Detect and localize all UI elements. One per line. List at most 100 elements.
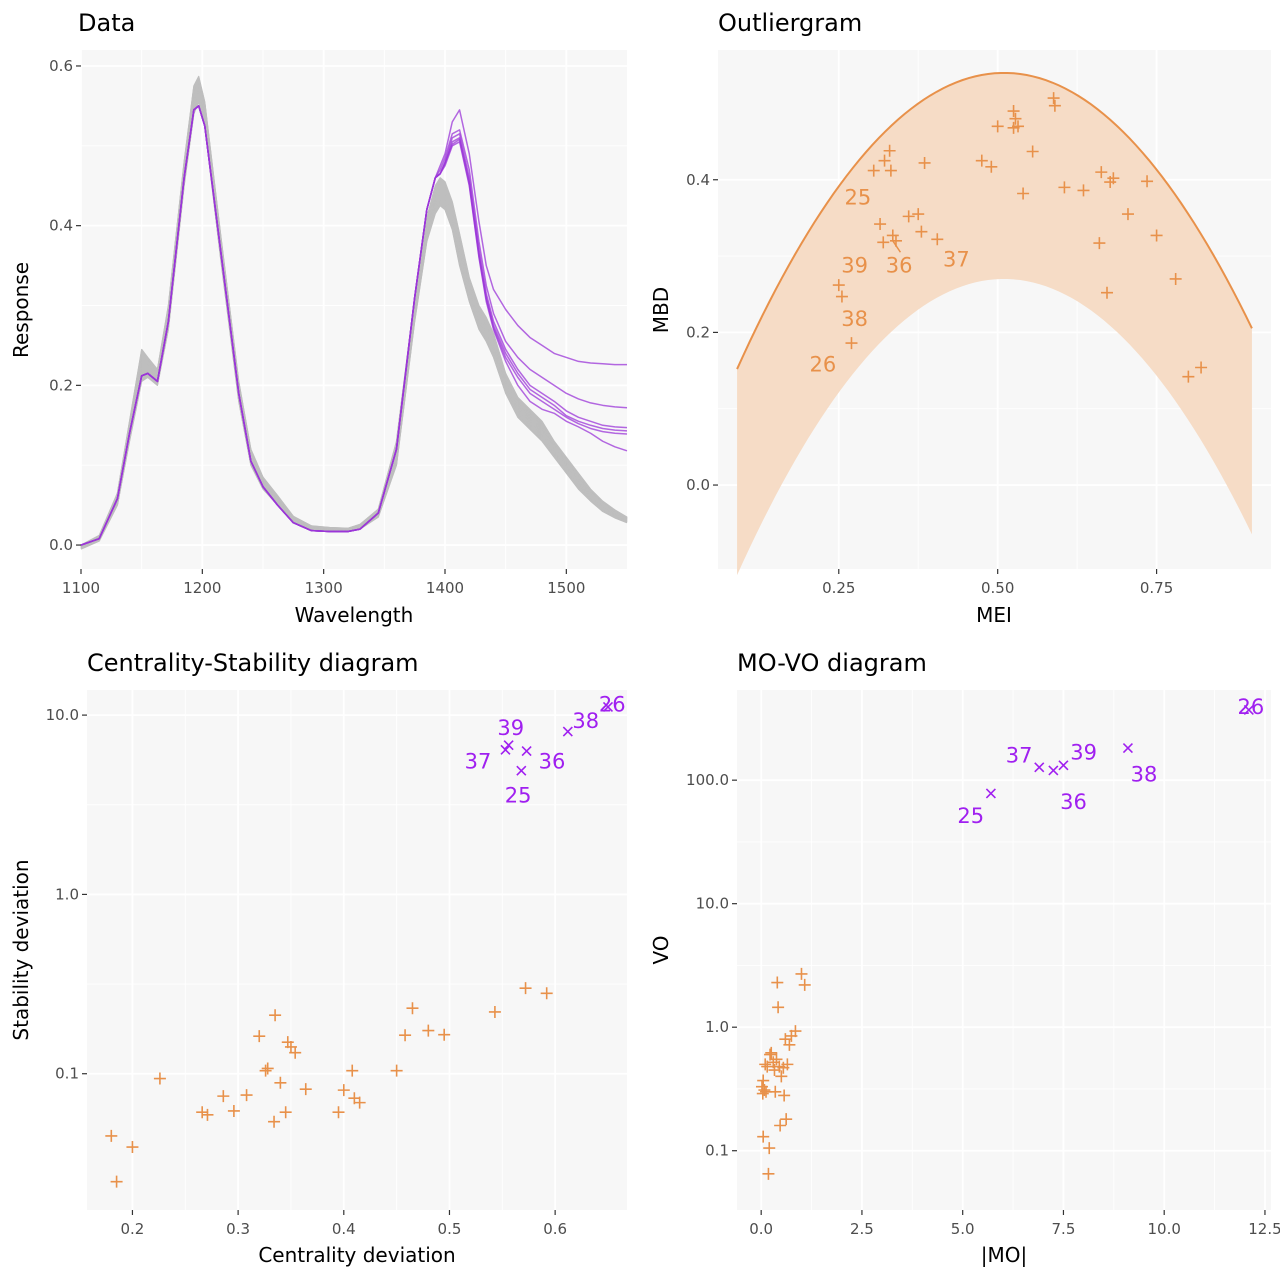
movo-outlier-point	[1122, 742, 1133, 754]
cs-regular-point	[289, 1046, 302, 1059]
movo-regular-point	[757, 1074, 770, 1087]
cs-regular-point	[422, 1024, 435, 1037]
outliergram-point	[1141, 175, 1154, 188]
cs-regular-point	[438, 1028, 451, 1041]
outliergram-point	[912, 208, 925, 221]
movo-regular-point	[762, 1167, 775, 1180]
cs-regular-point	[126, 1141, 139, 1154]
x-tick-label: 2.5	[850, 1220, 874, 1238]
cs-regular-point	[519, 982, 532, 995]
outliergram-point	[1007, 105, 1020, 118]
data-x-axis-label: Wavelength	[295, 603, 414, 627]
x-tick-label: 10.0	[1147, 1220, 1180, 1238]
outliergram-point-label: 36	[886, 253, 913, 277]
cs-regular-point	[105, 1129, 118, 1142]
panel-mo-vo: MO-VO diagram 37 39 38 36 25 26 0.0 2.5 5.0 7.5 1…	[649, 649, 1280, 1267]
cs-regular-point	[346, 1064, 359, 1077]
x-tick-label: 0.6	[543, 1220, 567, 1238]
cs-outlier-point	[500, 744, 511, 755]
cs-regular-point	[217, 1090, 230, 1103]
x-tick-label: 1300	[305, 579, 343, 597]
movo-outlier-point	[1058, 760, 1069, 771]
cs-regular-point	[540, 987, 553, 1000]
movo-regular-point	[759, 1058, 772, 1071]
data-axes: 1100 1200 1300 1400 1500 0.0 0.2 0.4 0.6	[49, 57, 585, 597]
cs-regular-point	[488, 1005, 501, 1018]
y-tick-label: 0.4	[686, 171, 710, 189]
cs-outlier-point	[503, 740, 514, 751]
movo-regular-point	[770, 1053, 783, 1066]
y-tick-label: 1.0	[55, 885, 79, 903]
movo-regular-point	[780, 1113, 793, 1126]
outliergram-point	[867, 164, 880, 177]
movo-regular-point	[775, 1070, 788, 1083]
movo-regular-point	[789, 1025, 802, 1038]
y-tick-label: 0.6	[49, 57, 73, 75]
cs-outlier-label: 37	[465, 749, 492, 773]
x-tick-label: 0.25	[822, 579, 855, 597]
movo-title: MO-VO diagram	[737, 649, 927, 677]
outliergram-point-label: 25	[844, 186, 871, 210]
y-tick-label: 0.1	[55, 1065, 79, 1083]
movo-outlier-point	[1034, 762, 1045, 773]
outliergram-point	[985, 160, 998, 173]
y-tick-label: 0.4	[49, 217, 73, 235]
x-tick-label: 0.5	[438, 1220, 462, 1238]
outliergram-point	[1048, 99, 1061, 112]
movo-outlier-label: 39	[1070, 741, 1097, 765]
cs-regular-point	[201, 1108, 214, 1121]
outliergram-point	[878, 154, 891, 167]
cs-regular-point	[196, 1106, 209, 1119]
cs-regular-point	[279, 1106, 292, 1119]
y-tick-label: 0.1	[705, 1142, 729, 1160]
cs-regular-point	[406, 1002, 419, 1015]
x-tick-label: 1400	[426, 579, 464, 597]
movo-regular-point	[798, 978, 811, 991]
cs-regular-point	[353, 1096, 366, 1109]
movo-axes: 0.0 2.5 5.0 7.5 10.0 12.5 0.1 1.0 10.0 100.0	[686, 771, 1280, 1238]
cs-title: Centrality-Stability diagram	[87, 649, 419, 677]
cs-regular-point	[253, 1030, 266, 1043]
cs-regular-point	[281, 1036, 294, 1049]
cs-outlier-point	[602, 701, 614, 713]
outliergram-point	[832, 279, 845, 292]
outliergram-band	[737, 72, 1252, 576]
x-tick-label: 1500	[547, 579, 585, 597]
outliergram-point	[1169, 272, 1182, 285]
outliergram-point	[845, 337, 858, 350]
outliergram-point	[1121, 208, 1134, 221]
y-tick-label: 1.0	[705, 1018, 729, 1036]
cs-regular-point	[332, 1106, 345, 1119]
movo-regular-point	[771, 976, 784, 989]
outliergram-point	[1047, 92, 1060, 105]
outliergram-point	[1195, 361, 1208, 374]
cs-regular-point	[269, 1009, 282, 1022]
y-tick-label: 10.0	[696, 895, 729, 913]
cs-outlier-point	[516, 765, 527, 776]
outliergram-point	[1182, 370, 1195, 383]
movo-outlier-label: 38	[1131, 763, 1158, 787]
x-tick-label: 0.50	[981, 579, 1014, 597]
cs-gridlines	[87, 690, 627, 1210]
outliergram-point	[874, 218, 887, 231]
outliergram-point	[931, 233, 944, 246]
y-tick-label: 10.0	[46, 706, 79, 724]
outliergram-point	[889, 234, 902, 247]
outliergram-point	[877, 236, 890, 249]
cs-regular-point	[240, 1089, 253, 1102]
outliergram-point	[975, 154, 988, 167]
outliergram-point	[1009, 112, 1022, 125]
movo-outlier-point	[1243, 704, 1254, 716]
outliergram-point	[1093, 237, 1106, 250]
cs-outlier-point	[521, 746, 532, 757]
y-tick-label: 0.0	[686, 476, 710, 494]
y-tick-label: 0.2	[49, 376, 73, 394]
cs-regular-point	[399, 1029, 412, 1042]
cs-regular-point	[268, 1115, 281, 1128]
outliergram-title: Outliergram	[718, 9, 862, 37]
cs-regular-point	[337, 1084, 350, 1097]
outliergram-point	[1095, 166, 1108, 179]
outliergram-x-axis-label: MEI	[976, 603, 1012, 627]
outliergram-point	[991, 120, 1004, 133]
